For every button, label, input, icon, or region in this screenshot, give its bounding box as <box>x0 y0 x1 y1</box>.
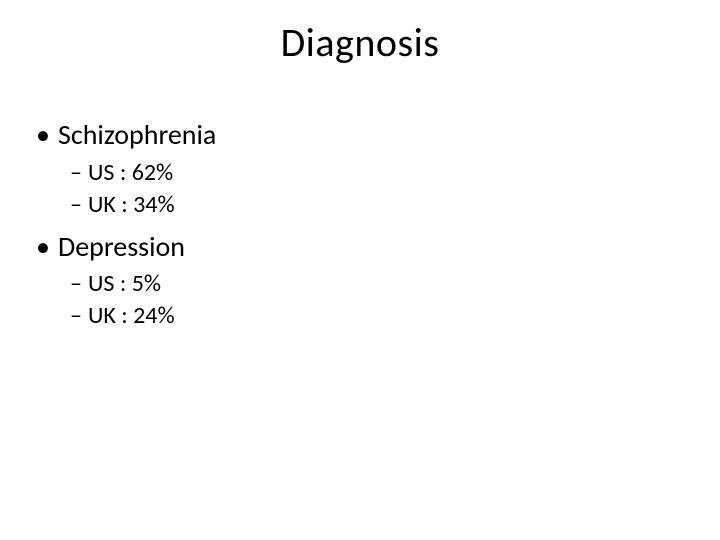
slide-title: Diagnosis <box>0 18 720 67</box>
list-subitem: – US : 62% <box>70 158 684 188</box>
list-item: • Schizophrenia <box>36 118 684 152</box>
slide-body: • Schizophrenia – US : 62% – UK : 34% • … <box>36 118 684 333</box>
list-subitem: – UK : 34% <box>70 190 684 220</box>
list-item: • Depression <box>36 230 684 264</box>
list-subitem-label: US : 5% <box>88 269 161 299</box>
dash-icon: – <box>70 301 88 331</box>
list-subitem-label: UK : 24% <box>88 301 175 331</box>
list-subitem: – US : 5% <box>70 269 684 299</box>
dash-icon: – <box>70 190 88 220</box>
list-subitem-label: US : 62% <box>88 158 173 188</box>
list-subitem-label: UK : 34% <box>88 190 175 220</box>
dash-icon: – <box>70 269 88 299</box>
dash-icon: – <box>70 158 88 188</box>
bullet-group: • Depression – US : 5% – UK : 24% <box>36 230 684 332</box>
list-subitem: – UK : 24% <box>70 301 684 331</box>
slide: Diagnosis • Schizophrenia – US : 62% – U… <box>0 0 720 540</box>
bullet-icon: • <box>36 118 58 152</box>
list-item-label: Schizophrenia <box>58 118 216 152</box>
bullet-icon: • <box>36 230 58 264</box>
bullet-group: • Schizophrenia – US : 62% – UK : 34% <box>36 118 684 220</box>
list-item-label: Depression <box>58 230 185 264</box>
